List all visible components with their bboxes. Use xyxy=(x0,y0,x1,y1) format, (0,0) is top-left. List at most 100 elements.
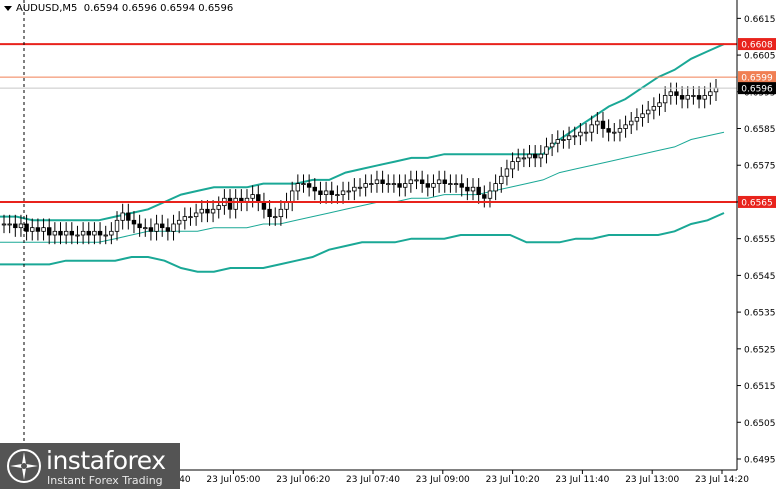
y-tick-label: 0.6545 xyxy=(744,272,776,282)
y-tick-label: 0.6525 xyxy=(744,345,776,355)
candle xyxy=(583,123,589,142)
ohlc-values: 0.6594 0.6596 0.6594 0.6596 xyxy=(83,3,234,14)
candle xyxy=(702,86,707,109)
candle xyxy=(137,214,142,237)
candle xyxy=(267,200,272,226)
x-tick-label: 23 Jul 11:40 xyxy=(555,475,609,485)
candle xyxy=(120,203,125,230)
candle xyxy=(24,214,29,241)
candle xyxy=(408,170,414,193)
candle xyxy=(295,174,301,201)
candle xyxy=(63,222,69,245)
candle xyxy=(617,119,623,142)
instaforex-star-icon xyxy=(7,449,41,483)
bollinger-middle-line xyxy=(0,131,725,243)
price-badges: 0.6608 0.6599 0.6565 0.6596 xyxy=(738,38,776,208)
candle xyxy=(516,148,521,171)
level-badge-label: 0.6565 xyxy=(741,198,773,208)
candle xyxy=(380,170,385,193)
candle xyxy=(657,93,662,116)
candle xyxy=(273,207,278,226)
candle xyxy=(651,97,657,120)
candle xyxy=(103,225,108,245)
candle xyxy=(521,148,527,168)
candle xyxy=(47,218,52,245)
candle xyxy=(233,189,238,219)
candle xyxy=(18,214,24,237)
logo-name: instaforex xyxy=(46,446,166,475)
candle xyxy=(216,196,221,219)
candle xyxy=(58,222,63,245)
candle xyxy=(555,130,560,153)
candle xyxy=(312,178,317,201)
dropdown-triangle-icon[interactable] xyxy=(4,5,12,11)
candle xyxy=(176,211,182,234)
candle xyxy=(566,126,572,149)
candle xyxy=(691,86,696,105)
candle xyxy=(1,214,7,234)
candle xyxy=(165,218,171,241)
candle xyxy=(538,145,544,168)
candle xyxy=(7,214,12,234)
candle xyxy=(69,222,75,245)
candle xyxy=(623,115,628,138)
candle xyxy=(92,222,97,245)
candle xyxy=(696,86,702,109)
y-tick-label: 0.6535 xyxy=(744,309,776,319)
candle xyxy=(323,181,329,204)
candle xyxy=(160,214,165,237)
logo-tagline: Instant Forex Trading xyxy=(47,474,163,487)
bollinger-lower-line xyxy=(0,212,725,273)
x-tick-label: 23 Jul 13:00 xyxy=(625,475,679,485)
candle xyxy=(75,225,80,245)
candle xyxy=(250,185,255,208)
candle xyxy=(357,178,363,197)
candle xyxy=(80,222,86,245)
candle xyxy=(499,167,504,193)
x-tick-label: 23 Jul 09:00 xyxy=(416,475,470,485)
candle xyxy=(210,200,216,223)
candle xyxy=(470,178,476,201)
candle xyxy=(329,181,334,204)
candle xyxy=(391,174,397,193)
candle xyxy=(487,181,493,208)
level-badge-label: 0.6599 xyxy=(741,74,773,84)
candle xyxy=(476,178,481,204)
candle xyxy=(154,214,159,241)
x-tick-label: 23 Jul 07:40 xyxy=(346,475,400,485)
candle xyxy=(374,170,380,193)
candle xyxy=(52,222,58,245)
candle xyxy=(199,200,204,223)
current-price-badge xyxy=(738,82,776,95)
candle xyxy=(126,203,131,230)
candle xyxy=(114,211,120,241)
candle xyxy=(182,207,188,230)
x-tick-label: 23 Jul 06:20 xyxy=(276,475,330,485)
candle xyxy=(278,200,284,226)
y-tick-label: 0.6505 xyxy=(744,419,776,429)
y-tick-label: 0.6615 xyxy=(744,15,776,25)
x-tick-label: 23 Jul 14:20 xyxy=(695,475,749,485)
candle xyxy=(544,137,549,164)
candle xyxy=(35,218,41,241)
candle xyxy=(640,104,645,127)
candle xyxy=(30,218,35,241)
price-levels xyxy=(0,43,737,203)
y-tick-label: 0.6575 xyxy=(744,162,776,172)
candle xyxy=(459,174,464,197)
x-tick-label: 23 Jul 05:00 xyxy=(206,475,260,485)
candle xyxy=(600,111,606,138)
level-badge-label: 0.6608 xyxy=(741,41,773,51)
y-tick-label: 0.6585 xyxy=(744,125,776,135)
candle xyxy=(561,130,566,149)
candle xyxy=(634,108,640,131)
candle xyxy=(510,152,515,179)
candle xyxy=(589,115,594,142)
candle xyxy=(549,134,555,157)
candle xyxy=(442,170,447,193)
current-price-label: 0.6596 xyxy=(741,85,773,95)
candle xyxy=(41,218,46,241)
candle xyxy=(143,218,148,237)
